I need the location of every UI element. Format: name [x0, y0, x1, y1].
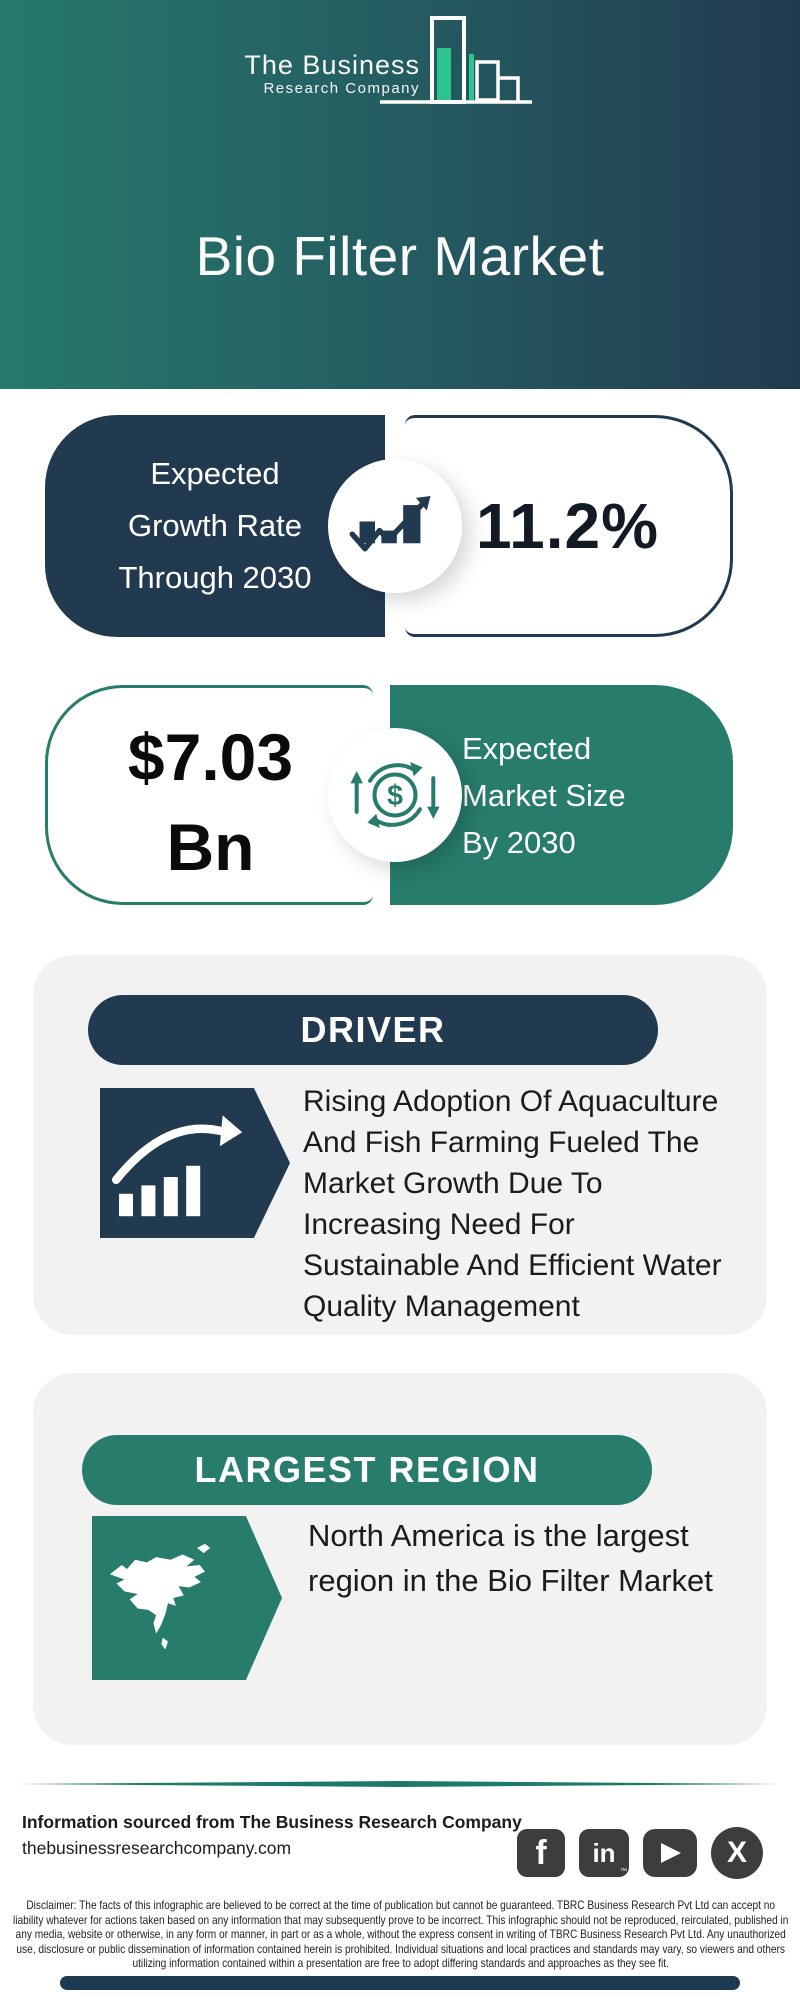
market-size-label-line3: By 2030 [462, 824, 576, 860]
x-twitter-icon[interactable]: X [711, 1827, 763, 1879]
driver-heading: DRIVER [300, 1009, 446, 1050]
driver-text-line1: Rising Adoption Of Aquaculture [303, 1085, 719, 1118]
svg-text:$: $ [387, 780, 403, 812]
social-links: f in ™ X [517, 1827, 763, 1879]
region-text-line1: North America is the largest [308, 1518, 689, 1553]
growth-trend-icon [349, 496, 431, 552]
header-banner: The Business Research Company Bio Filter… [0, 0, 800, 389]
region-description: North America is the largest region in t… [308, 1513, 713, 1603]
money-circulation-icon: $ [350, 762, 440, 828]
market-size-label-line2: Market Size [462, 777, 626, 813]
growth-label-line1: Expected [150, 456, 280, 491]
growth-label-line2: Growth Rate [127, 508, 302, 543]
footer-divider-line [20, 1781, 780, 1787]
linkedin-tm-mark: ™ [620, 1868, 627, 1875]
facebook-icon[interactable]: f [517, 1829, 565, 1877]
growth-rate-label-card: Expected Growth Rate Through 2030 [45, 415, 385, 637]
driver-text-line5: Sustainable And Efficient Water [303, 1249, 722, 1282]
growth-rate-value: 11.2% [476, 490, 659, 562]
driver-text-line2: And Fish Farming Fueled The [303, 1126, 700, 1159]
north-america-map-icon [109, 1543, 211, 1650]
logo-line1: The Business [244, 50, 420, 80]
rising-bars-arrow-icon [112, 1115, 243, 1217]
growth-label-line3: Through 2030 [118, 560, 312, 595]
region-text-line2: region in the Bio Filter Market [308, 1563, 713, 1598]
logo-line2: Research Company [263, 80, 420, 97]
linkedin-icon[interactable]: in ™ [579, 1829, 629, 1877]
region-heading: LARGEST REGION [194, 1449, 540, 1490]
driver-heading-pill: DRIVER [88, 995, 658, 1065]
money-icon-badge: $ [328, 728, 462, 862]
page-title: Bio Filter Market [195, 225, 605, 287]
growth-icon-badge [328, 459, 462, 593]
market-size-value-card: $7.03 Bn [45, 685, 373, 905]
driver-text-line6: Quality Management [303, 1290, 580, 1323]
disclaimer-text: Disclaimer: The facts of this infographi… [12, 1898, 789, 1970]
play-triangle-icon [661, 1843, 681, 1863]
youtube-icon[interactable] [643, 1829, 697, 1877]
driver-text-line3: Market Growth Due To [303, 1167, 603, 1200]
market-size-value-line2: Bn [166, 810, 255, 884]
bar-chart-logo-icon [380, 16, 532, 104]
logo-wordmark: The Business Research Company [180, 50, 420, 98]
source-attribution: Information sourced from The Business Re… [22, 1810, 522, 1860]
market-size-value-line1: $7.03 [127, 720, 294, 794]
source-url[interactable]: thebusinessresearchcompany.com [22, 1838, 292, 1858]
market-size-label-line1: Expected [462, 730, 592, 766]
region-icon-shape [92, 1516, 282, 1680]
driver-description: Rising Adoption Of Aquaculture And Fish … [303, 1081, 722, 1327]
driver-text-line4: Increasing Need For [303, 1208, 575, 1241]
bottom-accent-bar [60, 1976, 740, 1990]
region-heading-pill: LARGEST REGION [82, 1435, 652, 1505]
company-logo: The Business Research Company [0, 0, 800, 130]
driver-icon-shape [100, 1088, 290, 1238]
source-text: Information sourced from The Business Re… [22, 1812, 522, 1832]
